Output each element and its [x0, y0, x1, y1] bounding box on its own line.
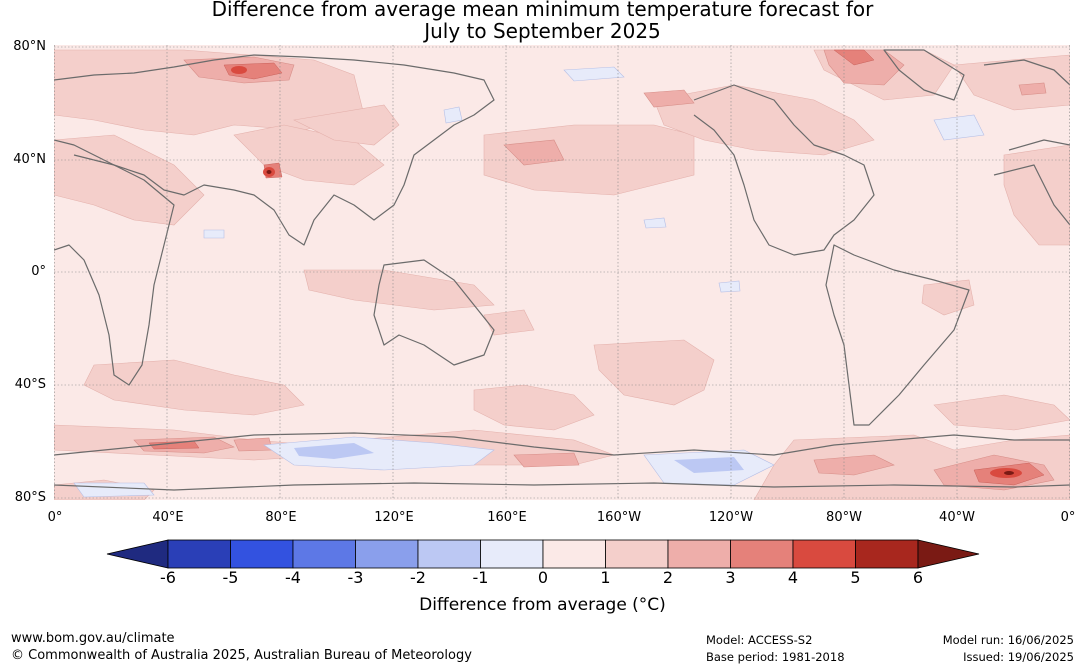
colorbar-tick-label: -6 [160, 568, 176, 587]
lon-label-0: 0° [47, 510, 63, 525]
footer-model: Model: ACCESS-S2 [706, 633, 813, 647]
colorbar-cell [417, 539, 481, 569]
lon-label-160e: 160°E [487, 510, 527, 525]
gridlines [54, 45, 1070, 500]
colorbar-tick-label: 0 [537, 568, 549, 587]
lon-label-40e: 40°E [152, 510, 184, 525]
coastlines [54, 49, 1070, 491]
map-title-line-1: Difference from average mean minimum tem… [211, 0, 874, 21]
colorbar-cell [167, 539, 231, 569]
colorbar-extend-low [106, 539, 169, 569]
lon-label-40w: 40°W [939, 510, 975, 525]
map-title-line-2: July to September 2025 [424, 19, 661, 43]
colorbar-cell [667, 539, 731, 569]
footer-copyright: © Commonwealth of Australia 2025, Austra… [11, 648, 472, 663]
colorbar-tick-label: 3 [725, 568, 736, 587]
lat-label-0: 0° [31, 264, 46, 279]
lon-label-0-right: 0° [1060, 510, 1076, 525]
anomaly-1-to-2-regions [54, 49, 1070, 500]
colorbar-cell [605, 539, 669, 569]
colorbar-tick-label: 4 [787, 568, 799, 587]
anomaly-negative-1-to-2-regions [294, 443, 744, 473]
colorbar-tick-label: -1 [472, 568, 489, 587]
colorbar-tick-label: 1 [600, 568, 611, 587]
colorbar-cell [230, 539, 294, 569]
lat-label-40n: 40°N [13, 152, 46, 167]
colorbar-cell [355, 539, 419, 569]
lon-label-160w: 160°W [596, 510, 642, 525]
footer-issued: Issued: 19/06/2025 [963, 650, 1074, 664]
footer-model-run: Model run: 16/06/2025 [942, 633, 1074, 647]
colorbar-cell [542, 539, 606, 569]
colorbar-extend-high [917, 539, 980, 569]
lat-label-40s: 40°S [14, 377, 46, 392]
colorbar-tick-label: 6 [912, 568, 924, 587]
lon-label-120w: 120°W [708, 510, 754, 525]
colorbar-tick-label: -5 [222, 568, 239, 587]
colorbar-cell [855, 539, 919, 569]
lon-label-80e: 80°E [265, 510, 297, 525]
lon-label-120e: 120°E [374, 510, 414, 525]
lat-label-80n: 80°N [13, 39, 46, 54]
anomaly-map [54, 45, 1070, 500]
colorbar-cells [106, 539, 980, 569]
colorbar-tick-label: -4 [285, 568, 301, 587]
colorbar-cell [480, 539, 544, 569]
colorbar-tick-label: 5 [850, 568, 861, 587]
colorbar-tick-label: -3 [347, 568, 364, 587]
footer-url[interactable]: www.bom.gov.au/climate [11, 631, 175, 646]
colorbar [106, 539, 980, 569]
lat-label-80s: 80°S [14, 490, 46, 505]
colorbar-cell [730, 539, 794, 569]
colorbar-cell [292, 539, 356, 569]
colorbar-tick-label: 2 [662, 568, 674, 587]
anomaly-max-regions [266, 170, 1014, 475]
colorbar-label: Difference from average (°C) [419, 595, 666, 615]
lon-label-80w: 80°W [826, 510, 862, 525]
colorbar-tick-label: -2 [410, 568, 426, 587]
colorbar-cell [792, 539, 856, 569]
footer-base-period: Base period: 1981-2018 [706, 650, 845, 664]
